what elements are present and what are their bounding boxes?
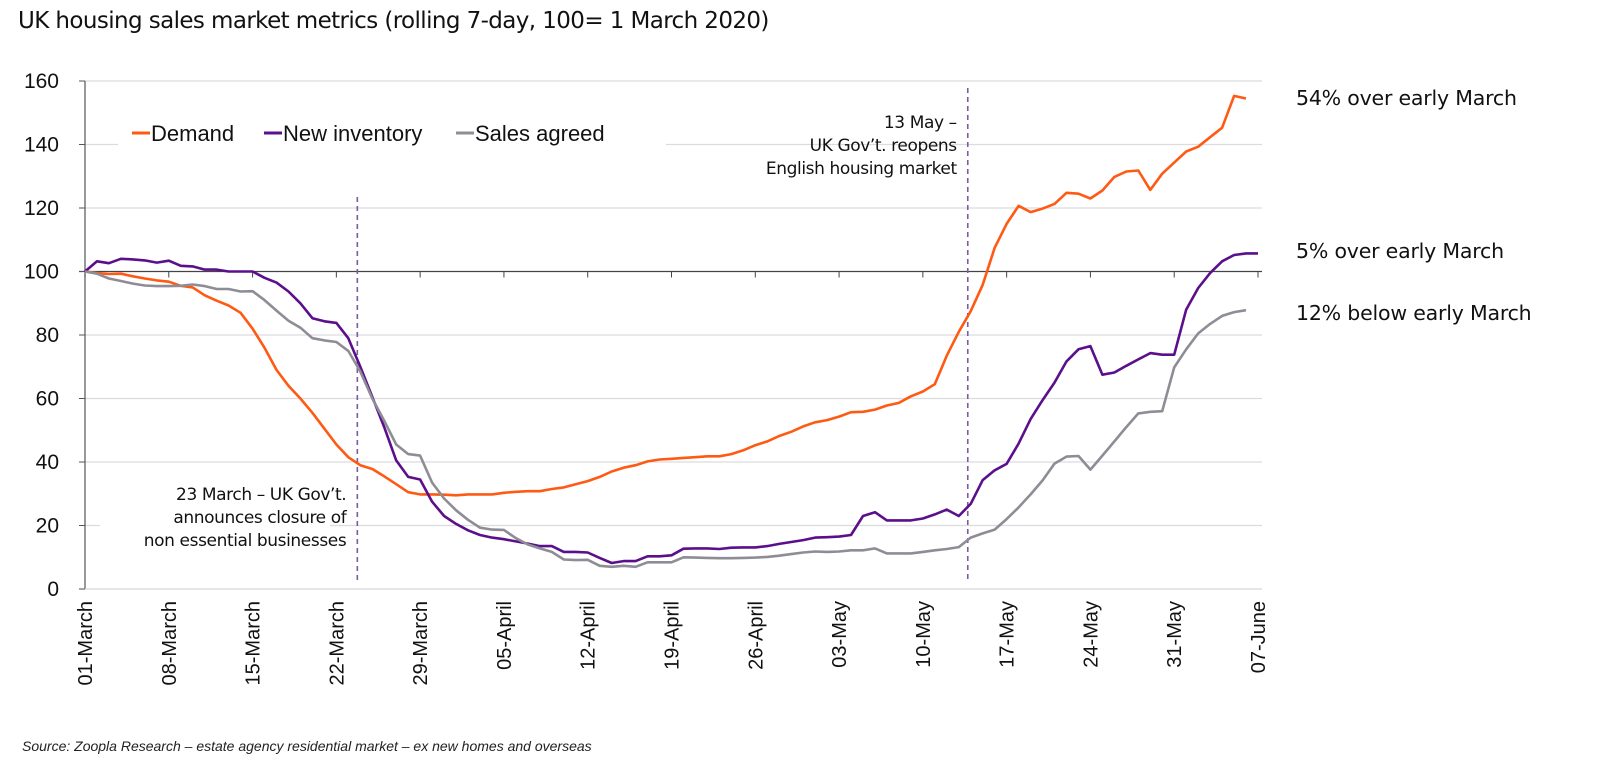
annotation-text: UK Gov’t. reopens <box>810 136 958 156</box>
chart-title: UK housing sales market metrics (rolling… <box>18 8 769 34</box>
y-tick-label: 20 <box>36 515 59 538</box>
y-tick-label: 40 <box>36 451 59 474</box>
x-tick-label: 07-June <box>1248 601 1270 673</box>
legend: Demand New inventory Sales agreed <box>118 112 666 154</box>
y-axis-ticks: 0 20 40 60 80 100 120 140 160 <box>24 70 85 601</box>
x-tick-label: 15-March <box>243 601 265 685</box>
series-line-sales-agreed <box>84 270 1247 569</box>
x-axis-ticks: 01-March 08-March 15-March 22-March 29-March… <box>75 271 1270 685</box>
annotation-text: 13 May – <box>884 113 957 133</box>
legend-label: New inventory <box>283 121 422 146</box>
x-tick-label: 19-April <box>662 601 684 670</box>
x-tick-label: 22-March <box>326 601 348 685</box>
annotations: 23 March – UK Gov’t. announces closure of… <box>100 88 969 581</box>
series-line-new-inventory <box>84 252 1258 565</box>
y-tick-label: 100 <box>24 261 59 284</box>
source-note: Source: Zoopla Research – estate agency … <box>22 738 592 754</box>
annotation-text: English housing market <box>766 159 958 179</box>
x-tick-label: 05-April <box>494 601 516 670</box>
x-tick-label: 29-March <box>410 601 432 685</box>
x-tick-label: 08-March <box>159 601 181 685</box>
legend-label: Demand <box>151 121 234 146</box>
annotation-background <box>100 478 330 556</box>
y-tick-label: 60 <box>36 388 59 411</box>
x-tick-label: 24-May <box>1080 601 1102 668</box>
annotation-text: non essential businesses <box>144 531 347 551</box>
x-tick-label: 03-May <box>829 601 851 668</box>
x-tick-label: 10-May <box>913 601 935 668</box>
legend-background <box>118 112 666 154</box>
legend-label: Sales agreed <box>475 121 605 146</box>
end-label: 12% below early March <box>1296 301 1531 325</box>
annotation-text: 23 March – UK Gov’t. <box>176 485 346 505</box>
end-labels: 54% over early March 5% over early March 1… <box>1296 86 1532 325</box>
y-tick-label: 80 <box>36 324 59 347</box>
x-tick-label: 26-April <box>745 601 767 670</box>
x-tick-label: 31-May <box>1164 601 1186 668</box>
y-tick-label: 0 <box>47 578 59 601</box>
end-label: 5% over early March <box>1296 239 1504 263</box>
y-tick-label: 120 <box>24 197 59 220</box>
series-line-demand <box>84 94 1247 497</box>
end-label: 54% over early March <box>1296 86 1517 110</box>
x-tick-label: 17-May <box>997 601 1019 668</box>
x-tick-label: 12-April <box>578 601 600 670</box>
y-tick-label: 160 <box>24 70 59 93</box>
annotation-text: announces closure of <box>173 508 347 528</box>
x-tick-label: 01-March <box>75 601 97 685</box>
y-tick-label: 140 <box>24 134 59 157</box>
series-lines <box>84 94 1258 569</box>
